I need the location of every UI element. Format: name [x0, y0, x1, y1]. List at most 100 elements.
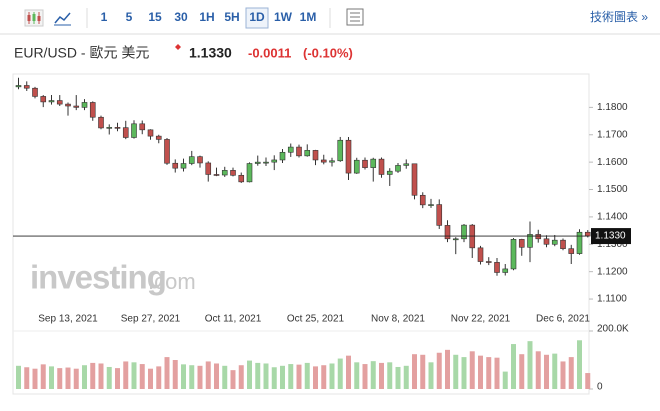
candle-body	[527, 234, 533, 248]
volume-bar	[255, 362, 261, 389]
candle-body	[477, 247, 484, 262]
candle-body	[584, 231, 591, 237]
volume-bar	[519, 354, 525, 389]
candle-body	[122, 127, 129, 138]
watermark: .com	[148, 269, 196, 294]
interval-button[interactable]: 5H	[224, 10, 239, 24]
candle-body	[461, 224, 467, 240]
volume-bar	[511, 344, 516, 389]
watermark: investing	[30, 259, 166, 296]
interval-button[interactable]: 1H	[199, 10, 214, 24]
candle-body	[73, 105, 80, 108]
candle-body	[32, 87, 38, 97]
candle-body	[155, 135, 162, 140]
volume-bar	[123, 361, 129, 389]
change-percent: (-0.10%)	[303, 45, 353, 60]
volume-bar	[280, 365, 285, 389]
volume-bar	[436, 352, 442, 389]
volume-bar	[453, 354, 459, 389]
candle-body	[221, 170, 228, 176]
volume-bar	[65, 367, 71, 389]
interval-button[interactable]: 1D	[249, 10, 265, 24]
candle-body	[287, 146, 294, 153]
interval-button[interactable]: 15	[148, 10, 162, 24]
candle-body	[444, 225, 451, 240]
alert-icon[interactable]	[175, 44, 181, 50]
candle-body	[337, 139, 344, 162]
candle-body	[312, 150, 319, 161]
volume-bar	[98, 363, 104, 389]
line-icon[interactable]	[54, 12, 71, 26]
volume-bar	[172, 360, 178, 389]
candle-body	[98, 116, 104, 129]
candle-body	[362, 159, 368, 168]
volume-bar	[222, 365, 228, 389]
volume-bar	[148, 368, 153, 389]
volume-bar	[82, 365, 87, 389]
x-tick-label: Nov 22, 2021	[451, 314, 511, 325]
volume-bar	[90, 362, 96, 389]
volume-bar	[486, 357, 492, 389]
volume-bar	[49, 366, 54, 389]
volume-bar	[321, 365, 327, 389]
candle-body	[320, 159, 327, 163]
candle-body	[197, 156, 203, 164]
candle-body	[568, 248, 575, 254]
candle-body	[114, 127, 121, 129]
candle-body	[560, 239, 566, 249]
candle-body	[263, 161, 269, 164]
x-tick-label: Dec 6, 2021	[536, 314, 590, 325]
candle-body	[345, 139, 352, 174]
candle-body	[164, 139, 170, 164]
candle-body	[106, 127, 113, 129]
volume-bar	[24, 367, 30, 389]
last-price-box	[591, 228, 631, 245]
y-tick-label: 1.1200	[597, 266, 628, 277]
volume-bar	[106, 366, 112, 389]
volume-bar	[362, 364, 368, 389]
volume-bar	[304, 362, 310, 389]
candle-body	[205, 162, 212, 175]
candle-body	[296, 146, 302, 157]
volume-bar	[387, 362, 393, 389]
interval-button[interactable]: 30	[174, 10, 188, 24]
volume-bar	[370, 361, 376, 389]
volume-bar	[354, 362, 360, 389]
interval-button[interactable]: 5	[126, 10, 133, 24]
volume-bar	[544, 354, 549, 389]
volume-bar	[420, 354, 426, 389]
candle-body	[551, 239, 558, 245]
candle-body	[213, 174, 220, 176]
x-tick-label: Sep 13, 2021	[38, 314, 98, 325]
volume-bar	[271, 367, 277, 389]
selected-interval	[245, 7, 269, 29]
candle-body	[428, 204, 434, 206]
volume-bar	[577, 340, 582, 389]
candle-body	[15, 85, 22, 88]
candle-body	[452, 238, 459, 241]
y-tick-label: 1.1400	[597, 212, 628, 223]
candle-body	[329, 160, 335, 163]
y-tick-label: 1.1800	[597, 102, 628, 113]
candle-body	[271, 159, 278, 163]
candle-icon[interactable]	[24, 9, 44, 27]
volume-bar	[247, 360, 252, 389]
table-icon[interactable]	[346, 8, 364, 26]
technical-chart-link[interactable]: 技術圖表 »	[590, 10, 648, 24]
interval-button[interactable]: 1	[101, 10, 108, 24]
volume-bar	[535, 351, 541, 389]
candle-body	[188, 156, 195, 164]
candle-body	[89, 102, 96, 118]
volume-bar	[296, 364, 302, 389]
volume-tick-label: 200.0K	[597, 324, 629, 335]
interval-button[interactable]: 1W	[274, 10, 293, 24]
volume-tick-label: 0	[597, 382, 603, 393]
candle-body	[48, 100, 55, 103]
x-tick-label: Oct 25, 2021	[287, 314, 345, 325]
interval-button[interactable]: 1M	[300, 10, 317, 24]
volume-bar	[40, 364, 46, 389]
volume-bar	[230, 370, 236, 389]
candle-body	[386, 170, 393, 175]
volume-bar	[329, 363, 335, 389]
